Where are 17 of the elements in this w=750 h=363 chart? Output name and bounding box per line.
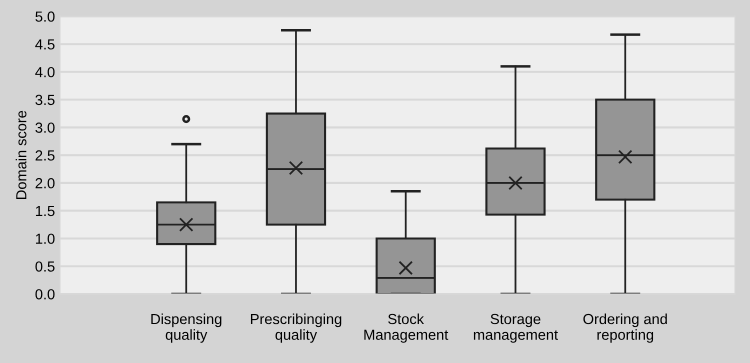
y-tick-label: 4.0: [35, 66, 55, 78]
x-tick-label: Ordering and reporting: [583, 313, 667, 343]
y-tick-label: 4.5: [35, 39, 55, 50]
y-tick-label: 5.0: [35, 11, 55, 22]
y-tick-label: 3.5: [35, 94, 55, 106]
y-tick-label: 1.0: [36, 234, 55, 244]
y-tick-label: 1.5: [36, 206, 55, 216]
y-tick-label: 2.0: [36, 178, 55, 188]
y-tick-label: 0.0: [35, 289, 55, 300]
x-tick-label: Dispensing quality: [151, 313, 222, 343]
x-tick-label: Storage management: [474, 314, 558, 343]
y-tick-label: 2.5: [36, 150, 55, 161]
x-tick-label: Stock Management: [364, 313, 448, 343]
y-tick-label: 0.5: [35, 261, 55, 272]
y-tick-label: 3.0: [35, 122, 55, 133]
y-axis-title: Domain score: [16, 110, 26, 199]
x-tick-label: Prescribinging quality: [250, 313, 342, 343]
